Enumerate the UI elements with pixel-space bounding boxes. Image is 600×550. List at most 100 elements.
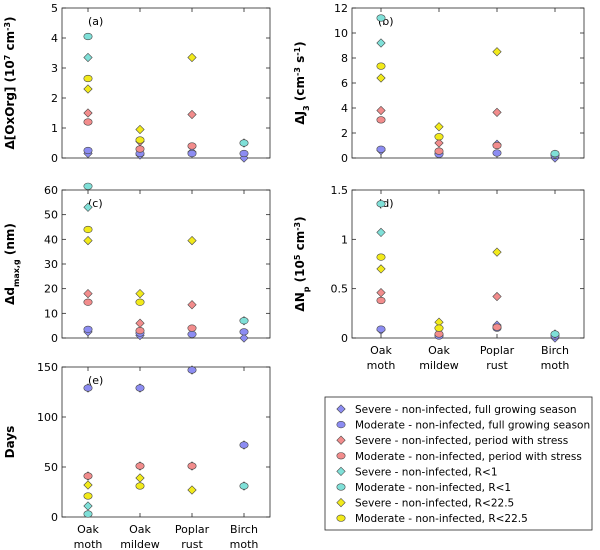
y-tick-label: 0 [51,511,58,524]
data-point-s_stress [135,318,145,328]
panel-tag: (e) [88,374,103,387]
y-tick-label: 1.5 [331,184,349,197]
y-axis-label: Δdmax,g (nm) [3,223,21,305]
x-tick-label: moth [230,538,259,550]
data-point-m_full [239,441,249,449]
y-tick-label: 4 [51,32,58,45]
data-point-m_r225 [434,133,444,141]
data-point-s_stress [187,300,197,310]
data-point-m_r1 [376,200,386,208]
data-point-s_r225 [83,235,93,246]
data-point-s_full [239,333,249,343]
data-point-s_r225 [135,124,145,135]
y-tick-label: 1 [341,233,348,246]
data-point-m_r1 [239,317,249,325]
panel-e: 0 50 100 150 Oak moth Oak mildew Poplar rust Birch… [3,361,271,550]
y-tick-label: 0.5 [331,283,349,296]
x-tick-label: Oak [370,344,392,357]
data-point-m_r1 [239,139,249,147]
y-tick-label: 5 [51,2,58,15]
data-point-m_full [83,146,93,155]
data-point-m_full [239,149,249,158]
data-point-m_stress [187,324,197,332]
y-tick-label: 12 [334,2,348,15]
data-point-m_stress [187,142,197,150]
legend-label: Moderate - non-infected, R<1 [355,482,511,494]
data-point-s_stress [83,288,93,299]
data-point-s_r225 [492,247,502,257]
legend-label: Severe - non-infected, R<1 [355,466,498,478]
data-point-s_stress [376,105,386,116]
data-point-m_full [376,325,386,333]
data-point-s_r225 [187,235,197,246]
x-tick-label: Oak [428,344,450,357]
data-point-s_r1 [83,52,93,63]
data-point-s_r1 [83,202,93,212]
data-point-m_r225 [376,62,386,70]
data-point-s_stress [376,287,386,298]
y-tick-label: 3 [51,62,58,75]
y-tick-label: 10 [44,307,58,320]
data-point-m_full [376,145,386,153]
data-point-s_r225 [187,485,197,495]
data-point-m_stress [376,116,386,124]
data-point-m_r225 [376,253,386,261]
y-tick-label: 2 [51,92,58,105]
axes-frame [351,189,585,339]
data-point-s_r225 [376,264,386,274]
y-tick-label: 100 [37,411,58,424]
data-point-s_r1 [376,227,386,238]
legend-box [324,396,593,531]
data-point-s_stress [492,291,502,302]
legend-marker-s_r1 [336,466,346,477]
y-tick-label: 6 [341,77,348,90]
x-tick-label: moth [74,538,103,550]
y-tick-label: 30 [44,258,58,271]
data-point-s_r1 [83,501,93,511]
legend-marker-s_r225 [336,497,346,508]
data-point-s_full [239,153,249,163]
legend-label: Moderate - non-infected, R<22.5 [355,513,528,525]
x-tick-label: rust [486,359,508,372]
y-tick-label: 0 [51,332,58,345]
y-tick-label: 0 [341,152,348,165]
y-axis-label: ΔNp (105 cm-3) [293,216,311,311]
panel-d: 0 0.5 1 1.5 Oak moth Oak mildew Poplar rust Birch m… [293,184,585,372]
data-point-s_r225 [376,73,386,83]
y-axis-label: Δ[OxOrg] (107 cm-3) [3,16,18,149]
data-point-m_r225 [135,136,145,144]
data-point-m_full [492,149,502,157]
legend-marker-m_r225 [336,514,346,522]
y-tick-label: 150 [37,361,58,374]
y-tick-label: 8 [341,52,348,65]
legend-label: Moderate - non-infected, full growing se… [355,420,590,432]
legend: Severe - non-infected, full growing seas… [324,396,593,531]
y-tick-label: 20 [44,283,58,296]
data-point-m_stress [83,118,93,126]
x-tick-label: Oak [77,523,99,536]
data-point-m_stress [135,327,145,335]
legend-label: Severe - non-infected, R<22.5 [355,498,514,510]
x-tick-label: Birch [230,523,258,536]
legend-marker-m_r1 [336,483,346,491]
data-point-m_full [239,328,249,336]
data-point-m_r1 [83,182,93,190]
y-tick-label: 50 [44,209,58,222]
legend-label: Severe - non-infected, period with stres… [355,435,568,447]
data-point-m_stress [434,330,444,338]
axes-frame [61,189,271,339]
data-point-m_r1 [83,32,93,41]
data-point-m_stress [187,462,197,470]
data-point-s_r225 [135,288,145,299]
data-point-m_stress [135,462,145,470]
data-point-m_r1 [550,330,560,338]
y-tick-label: 0 [341,332,348,345]
legend-marker-m_full [336,421,346,429]
y-tick-label: 10 [334,27,348,40]
data-point-m_r225 [135,298,145,306]
x-tick-label: rust [181,538,203,550]
data-point-m_r1 [83,510,93,518]
panel-a: 0 1 2 3 4 5 (a) Δ[OxOrg] (107 cm-3) [3,2,271,165]
